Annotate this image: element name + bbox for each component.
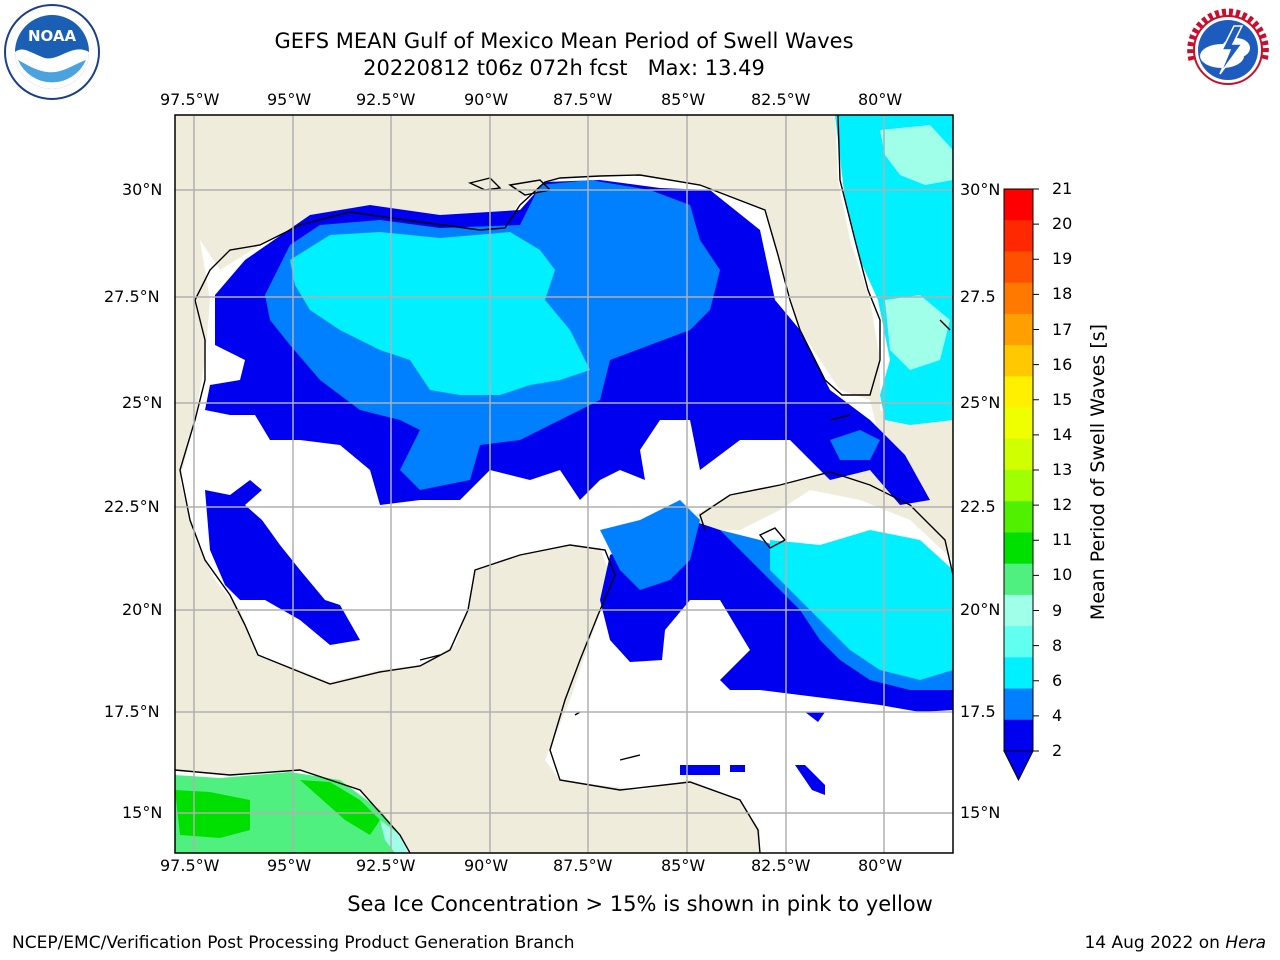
colorbar-tick-label: 4 <box>1052 705 1063 725</box>
graticule <box>175 115 953 853</box>
lon-tick-bottom: 90°W <box>464 856 509 875</box>
colorbar-tick-label: 16 <box>1052 354 1073 374</box>
colorbar <box>1004 188 1039 752</box>
colorbar-tick-label: 2 <box>1052 741 1063 760</box>
lon-tick-top: 97.5°W <box>160 90 220 109</box>
lon-tick-bottom: 85°W <box>661 856 706 875</box>
swell-8-9s-atlantic <box>880 125 953 370</box>
lat-tick-left: 22.5°N <box>104 497 160 516</box>
lat-tick-right: 30°N <box>960 180 1001 199</box>
lat-tick-right: 15°N <box>960 803 1001 822</box>
lon-tick-bottom: 92.5°W <box>356 856 416 875</box>
lat-tick-left: 15°N <box>122 803 163 822</box>
swell-2-4s-west <box>205 480 360 645</box>
nws-logo <box>1178 0 1278 100</box>
lon-tick-top: 85°W <box>661 90 706 109</box>
colorbar-tick-label: 21 <box>1052 179 1073 198</box>
colorbar-tick-label: 20 <box>1052 214 1073 234</box>
lat-tick-left: 20°N <box>122 600 163 619</box>
colorbar-segment <box>1004 251 1033 284</box>
swell-6-8s-north <box>290 232 590 395</box>
colorbar-segment <box>1004 657 1033 690</box>
noaa-logo: NOAA <box>2 2 102 102</box>
colorbar-segment <box>1004 282 1033 315</box>
colorbar-segment <box>1004 594 1033 627</box>
colorbar-segment <box>1004 189 1033 221</box>
colorbar-tick-label: 9 <box>1052 600 1063 620</box>
lon-tick-top: 90°W <box>464 90 509 109</box>
noaa-wordmark: NOAA <box>28 27 77 45</box>
lat-tick-left: 25°N <box>122 393 163 412</box>
colorbar-tick-label: 11 <box>1052 530 1073 550</box>
colorbar-segment <box>1004 376 1033 409</box>
colorbar-segment <box>1004 313 1033 346</box>
colorbar-tick-label: 12 <box>1052 495 1073 515</box>
lat-tick-left: 27.5°N <box>104 287 160 306</box>
colorbar-segment <box>1004 220 1033 252</box>
colorbar-tick-label: 15 <box>1052 389 1073 409</box>
map-plot-area <box>175 115 953 853</box>
colorbar-segment <box>1004 345 1033 377</box>
colorbar-extend-triangle <box>1003 750 1034 782</box>
colorbar-segment <box>1004 626 1033 658</box>
lon-tick-top: 82.5°W <box>751 90 811 109</box>
footer-date: 14 Aug 2022 on Hera <box>1084 933 1266 953</box>
lon-tick-bottom: 80°W <box>858 856 903 875</box>
swell-2-4s-patches <box>680 712 825 795</box>
lon-tick-bottom: 95°W <box>267 856 312 875</box>
swell-4-6s-center <box>600 430 880 590</box>
chart-title: GEFS MEAN Gulf of Mexico Mean Period of … <box>274 29 854 53</box>
colorbar-segment <box>1004 501 1033 533</box>
colorbar-tick-label: 10 <box>1052 565 1073 585</box>
footer-host: Hera <box>1225 933 1266 953</box>
swell-6-8s-east <box>770 530 953 680</box>
lon-tick-top: 92.5°W <box>356 90 416 109</box>
colorbar-tick-label: 13 <box>1052 460 1073 479</box>
lon-tick-top: 95°W <box>267 90 312 109</box>
lat-tick-right: 17.5 <box>960 702 996 721</box>
sea-ice-note: Sea Ice Concentration > 15% is shown in … <box>347 892 933 916</box>
lon-tick-bottom: 82.5°W <box>751 856 811 875</box>
colorbar-tick-label: 19 <box>1052 249 1073 269</box>
colorbar-tick-label: 14 <box>1052 424 1073 444</box>
colorbar-tick-label: 17 <box>1052 319 1073 339</box>
colorbar-segment <box>1004 532 1033 565</box>
lon-tick-top: 80°W <box>858 90 903 109</box>
lat-tick-right: 27.5 <box>960 287 996 306</box>
lat-tick-left: 30°N <box>122 180 163 199</box>
lon-tick-bottom: 87.5°W <box>553 856 613 875</box>
swell-7-9s-pacific <box>380 820 408 853</box>
map-frame <box>174 114 954 854</box>
lat-tick-right: 20°N <box>960 600 1001 619</box>
swell-11-12s-pacific <box>175 780 380 838</box>
lat-tick-right: 25°N <box>960 393 1001 412</box>
colorbar-tick-label: 6 <box>1052 670 1063 690</box>
lat-tick-left: 17.5°N <box>104 702 160 721</box>
colorbar-segment <box>1004 470 1033 502</box>
lat-tick-right: 22.5 <box>960 497 996 516</box>
colorbar-segment <box>1004 563 1033 596</box>
colorbar-segment <box>1004 688 1033 721</box>
colorbar-tick-label: 18 <box>1052 284 1073 304</box>
colorbar-segment <box>1004 438 1033 471</box>
chart-subtitle: 20220812 t06z 072h fcst Max: 13.49 <box>363 56 765 80</box>
lon-tick-top: 87.5°W <box>553 90 613 109</box>
colorbar-segment <box>1004 407 1033 440</box>
colorbar-segment <box>1004 719 1033 752</box>
footer-date-text: 14 Aug 2022 on <box>1084 933 1226 953</box>
footer-credit: NCEP/EMC/Verification Post Processing Pr… <box>12 933 575 953</box>
colorbar-label: Mean Period of Swell Waves [s] <box>1087 323 1109 621</box>
colorbar-tick-label: 8 <box>1052 635 1063 655</box>
lon-tick-bottom: 97.5°W <box>160 856 220 875</box>
